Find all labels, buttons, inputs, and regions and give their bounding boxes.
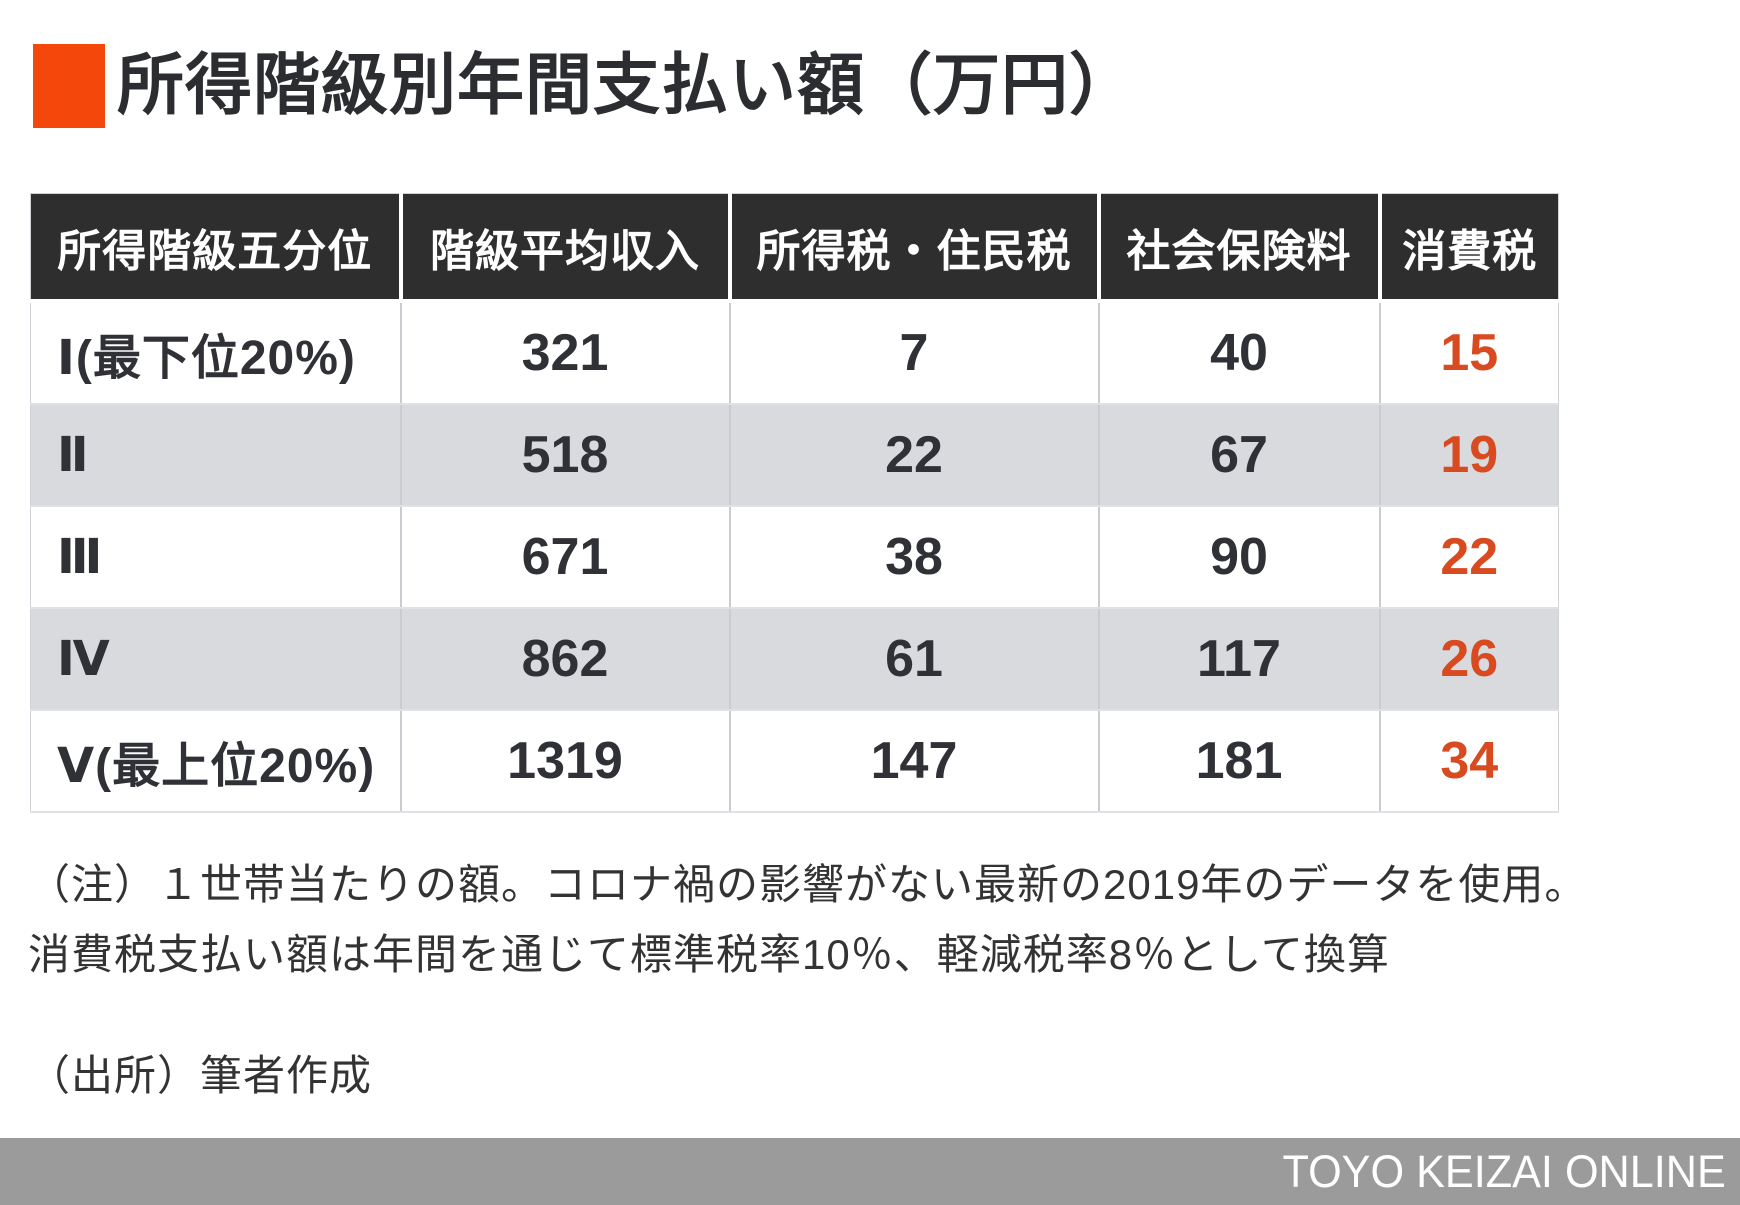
brand-logo-text: TOYO KEIZAI ONLINE: [1282, 1145, 1726, 1197]
table-row: Ⅴ(最上位20%) 1319 147 181 34: [30, 710, 1559, 813]
cell-average-income: 862: [399, 608, 730, 711]
footnote-line-2: 消費税支払い額は年間を通じて標準税率10％、軽減税率8％として換算: [28, 931, 1390, 978]
table-header-row: 所得階級五分位 階級平均収入 所得税・住民税 社会保険料 消費税: [30, 193, 1559, 303]
table-row: Ⅱ 518 22 67 19: [30, 404, 1559, 507]
column-header-quintile: 所得階級五分位: [30, 193, 401, 303]
row-label: Ⅰ(最下位20%): [30, 301, 401, 405]
cell-consumption-tax: 15: [1378, 301, 1559, 405]
column-header-social-insurance: 社会保険料: [1096, 193, 1380, 303]
row-label: Ⅲ: [30, 506, 401, 609]
cell-average-income: 1319: [399, 710, 730, 813]
title-row: 所得階級別年間支払い額（万円）: [33, 44, 1137, 128]
cell-social-insurance: 67: [1097, 404, 1380, 507]
cell-social-insurance: 90: [1097, 506, 1380, 609]
cell-consumption-tax: 19: [1378, 404, 1559, 507]
cell-income-resident-tax: 38: [728, 506, 1099, 609]
cell-average-income: 321: [399, 301, 730, 405]
source-line: （出所）筆者作成: [28, 1052, 373, 1099]
page-title: 所得階級別年間支払い額（万円）: [117, 48, 1137, 123]
table-row: Ⅳ 862 61 117 26: [30, 608, 1559, 711]
cell-average-income: 671: [399, 506, 730, 609]
cell-consumption-tax: 34: [1378, 710, 1559, 813]
row-label: Ⅳ: [30, 608, 401, 711]
cell-income-resident-tax: 7: [728, 301, 1099, 405]
brand-bar: TOYO KEIZAI ONLINE: [0, 1138, 1740, 1205]
column-header-consumption-tax: 消費税: [1377, 193, 1559, 303]
cell-average-income: 518: [399, 404, 730, 507]
cell-consumption-tax: 26: [1378, 608, 1559, 711]
title-marker-square: [33, 44, 105, 128]
footnote-line-1: （注）１世帯当たりの額。コロナ禍の影響がない最新の2019年のデータを使用。: [28, 861, 1588, 908]
table-row: Ⅲ 671 38 90 22: [30, 506, 1559, 609]
column-header-income-resident-tax: 所得税・住民税: [727, 193, 1099, 303]
row-label: Ⅱ: [30, 404, 401, 507]
cell-income-resident-tax: 22: [728, 404, 1099, 507]
income-class-table: 所得階級五分位 階級平均収入 所得税・住民税 社会保険料 消費税 Ⅰ(最下位20…: [30, 193, 1559, 813]
cell-consumption-tax: 22: [1378, 506, 1559, 609]
table-header: 所得階級五分位 階級平均収入 所得税・住民税 社会保険料 消費税: [30, 193, 1559, 303]
table-body: Ⅰ(最下位20%) 321 7 40 15 Ⅱ 518 22 67 19 Ⅲ 6…: [30, 301, 1559, 813]
footnote-block: （注）１世帯当たりの額。コロナ禍の影響がない最新の2019年のデータを使用。 消…: [28, 850, 1718, 990]
column-header-average-income: 階級平均収入: [398, 193, 730, 303]
cell-social-insurance: 181: [1097, 710, 1380, 813]
table-row: Ⅰ(最下位20%) 321 7 40 15: [30, 301, 1559, 405]
cell-income-resident-tax: 147: [728, 710, 1099, 813]
cell-income-resident-tax: 61: [728, 608, 1099, 711]
cell-social-insurance: 40: [1097, 301, 1380, 405]
row-label: Ⅴ(最上位20%): [30, 710, 401, 813]
cell-social-insurance: 117: [1097, 608, 1380, 711]
